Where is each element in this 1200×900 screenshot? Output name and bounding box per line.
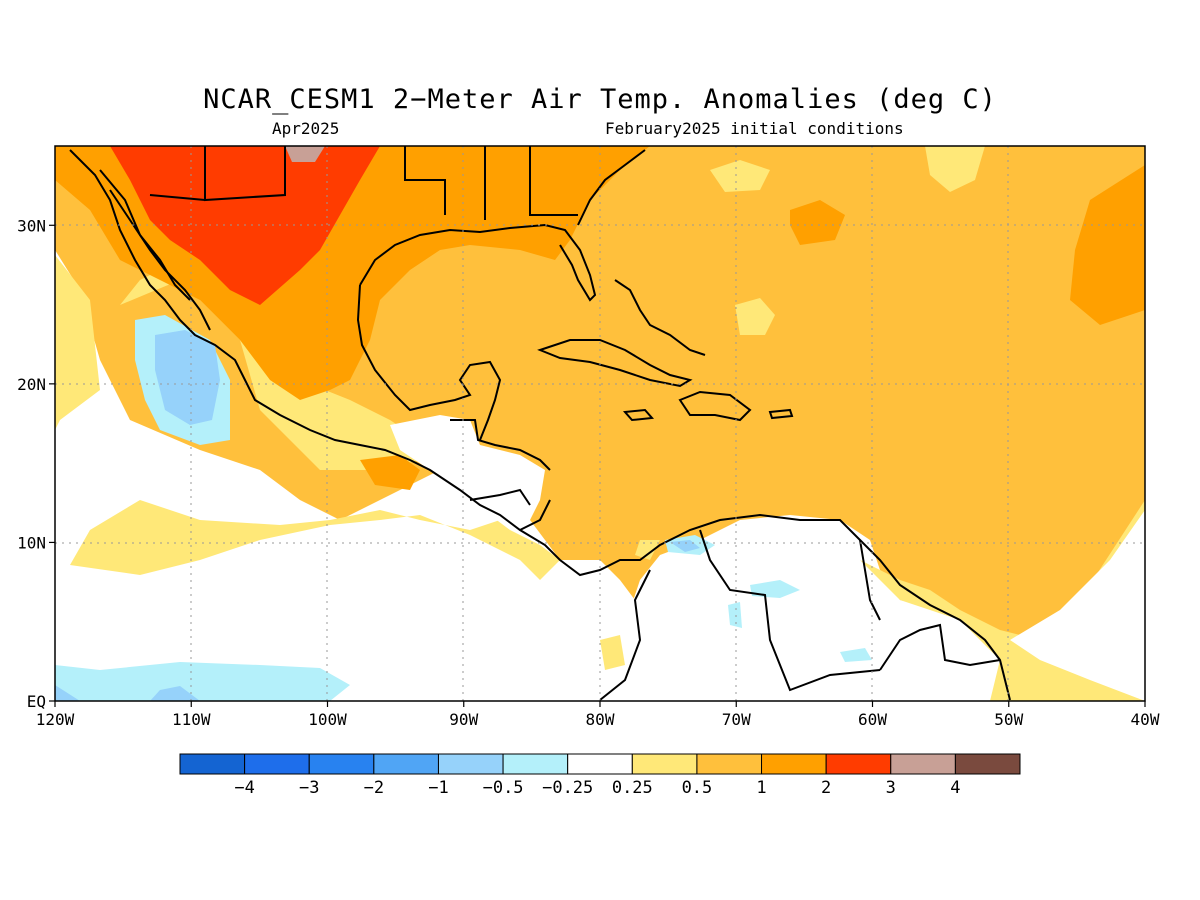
coastlines [69, 146, 1011, 701]
lon-tick-label: 80W [586, 710, 615, 729]
central-america-neutral [390, 415, 560, 560]
initial-conditions-label: February2025 initial conditions [605, 119, 904, 138]
equatorial-cool-band [55, 662, 350, 701]
colorbar-label: −4 [234, 778, 254, 798]
colorbar-swatch [696, 753, 763, 775]
lat-tick-label: 30N [17, 216, 46, 235]
colorbar-swatch [890, 753, 956, 775]
lon-tick-label: 120W [36, 710, 75, 729]
colorbar-swatch [244, 753, 310, 775]
lon-tick-label: 100W [308, 710, 347, 729]
pacific-neutral-region [55, 250, 780, 701]
colorbar-swatch [373, 753, 439, 775]
colorbar-swatch [437, 753, 504, 775]
colorbar-swatch [761, 753, 827, 775]
colorbar-label: 1 [756, 778, 766, 798]
colorbar-label: 4 [950, 778, 960, 798]
lon-tick-label: 50W [994, 710, 1023, 729]
colorbar-label: 0.5 [682, 778, 713, 798]
colorbar-label: 3 [886, 778, 896, 798]
colorbar [179, 753, 1021, 775]
pacific-yellow-band [55, 255, 100, 430]
south-america-neutral [600, 515, 1000, 701]
lat-tick-label: EQ [27, 692, 46, 711]
colorbar-label: −2 [364, 778, 384, 798]
lon-tick-label: 90W [449, 710, 478, 729]
colorbar-label: −1 [428, 778, 448, 798]
graticule [55, 146, 1145, 701]
longitude-axis: 120W 110W 100W 90W 80W 70W 60W 50W 40W [36, 701, 1160, 729]
colorbar-labels: −4 −3 −2 −1 −0.5 −0.25 0.25 0.5 1 2 3 4 [234, 778, 960, 798]
colorbar-swatch [502, 753, 569, 775]
valid-month-label: Apr2025 [272, 119, 340, 138]
colorbar-label: −3 [299, 778, 319, 798]
colorbar-swatch [954, 753, 1021, 775]
colorbar-swatch [567, 753, 633, 775]
lon-tick-label: 110W [172, 710, 211, 729]
lon-tick-label: 40W [1131, 710, 1160, 729]
lat-tick-label: 20N [17, 375, 46, 394]
map-title: NCAR_CESM1 2−Meter Air Temp. Anomalies (… [203, 84, 997, 115]
colorbar-label: 0.25 [612, 778, 653, 798]
colorbar-swatch [631, 753, 698, 775]
colorbar-swatch [308, 753, 375, 775]
lat-tick-label: 10N [17, 533, 46, 552]
anomaly-shading [55, 146, 1145, 701]
colorbar-swatch [179, 753, 246, 775]
colorbar-label: −0.25 [542, 778, 593, 798]
colorbar-label: −0.5 [483, 778, 524, 798]
lon-tick-label: 70W [722, 710, 751, 729]
lon-tick-label: 60W [858, 710, 887, 729]
colorbar-swatch [825, 753, 892, 775]
latitude-axis: 30N 20N 10N EQ [17, 216, 55, 711]
colorbar-label: 2 [821, 778, 831, 798]
